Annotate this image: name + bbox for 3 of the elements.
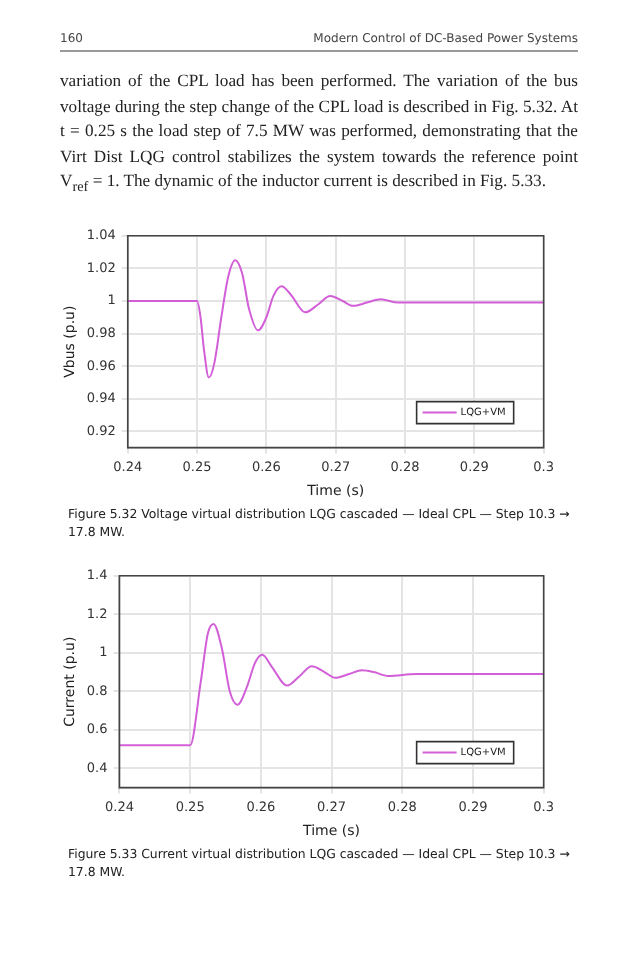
line-series	[127, 258, 544, 378]
line-series	[119, 622, 544, 746]
text: variation of the CPL load has been performed. The variation of the bus voltage during the step change of the CPL load is described in Fig. 5.32. At t = 0.25 s the load step of 7.5 MW was performed, demonstrating that the Virt Dist LQG control stabilizes the system towards the reference point V$_{ref}$ = 1. The dynamic of the inductor current is described in Fig. 5.33.	[60, 68, 578, 201]
